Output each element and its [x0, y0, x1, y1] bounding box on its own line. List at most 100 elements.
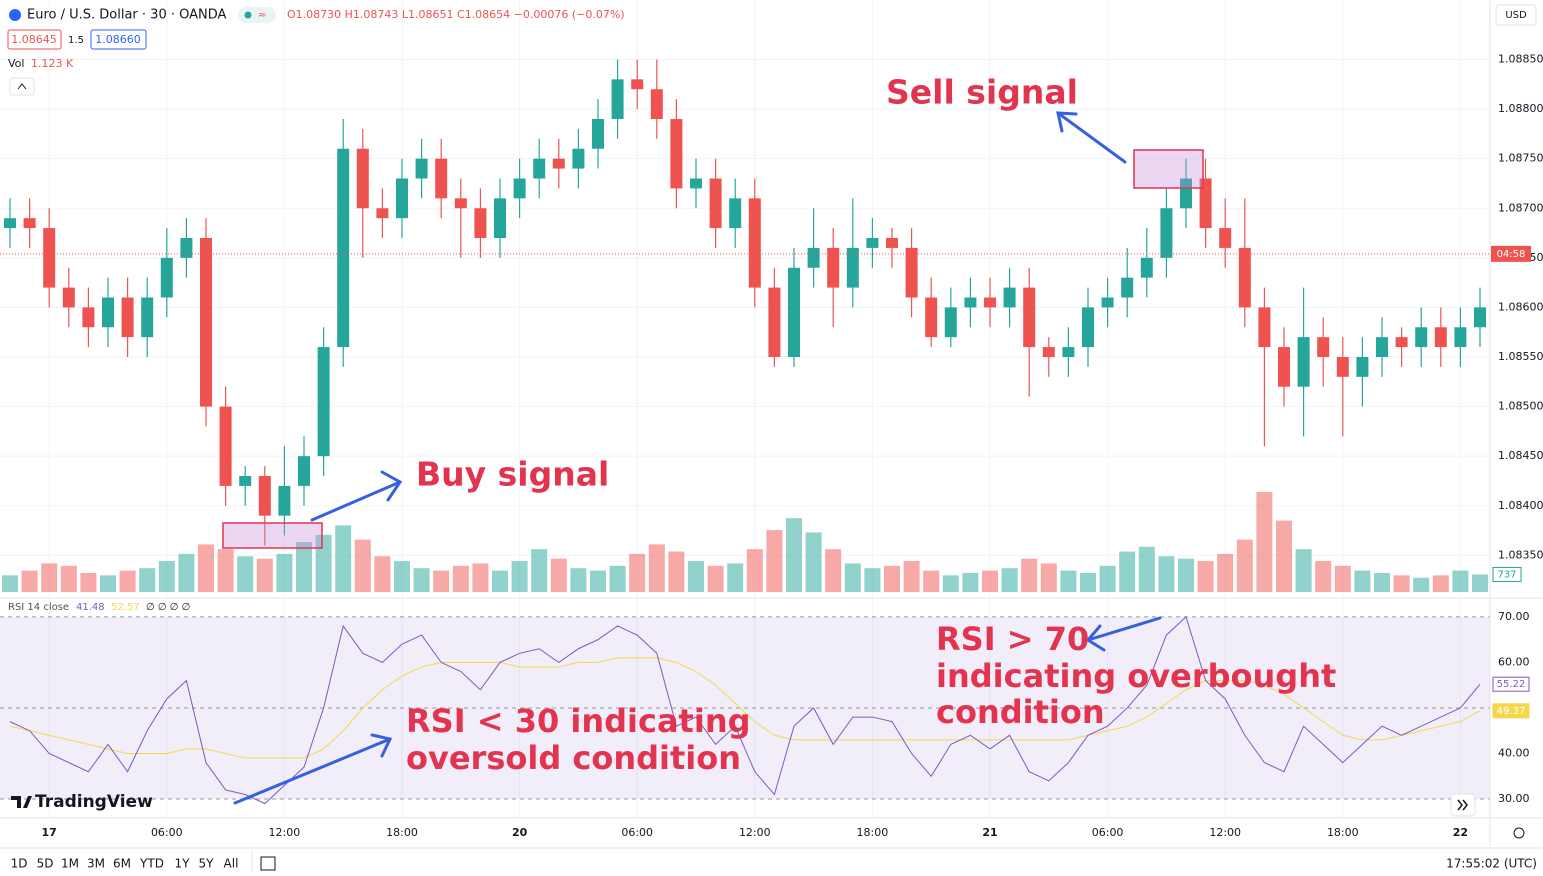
candle-body	[1434, 327, 1447, 348]
range-button[interactable]: 6M	[113, 857, 131, 871]
volume-bar	[786, 518, 802, 592]
candle-body	[82, 307, 95, 328]
x-tick-label: 12:00	[739, 826, 771, 839]
volume-bar	[198, 544, 214, 592]
volume-bar	[119, 570, 136, 592]
volume-bar	[864, 568, 881, 592]
candle-body	[219, 406, 232, 486]
y-tick-label: 1.08700	[1498, 201, 1543, 214]
clock: 17:55:02 (UTC)	[1446, 857, 1537, 871]
range-button[interactable]: 1Y	[175, 857, 191, 871]
spread: 1.5	[68, 35, 84, 46]
candle-body	[102, 297, 114, 328]
candle-body	[1140, 257, 1153, 278]
y-tick-label: 1.08550	[1498, 350, 1543, 363]
ask: 1.08660	[95, 33, 141, 46]
volume-bar	[158, 561, 175, 592]
candle-body	[846, 247, 859, 288]
candle-body	[298, 456, 310, 486]
candle-body	[533, 158, 546, 179]
x-tick-label: 18:00	[1327, 826, 1359, 839]
volume-bar	[1472, 574, 1488, 592]
candle-body	[121, 297, 134, 338]
collapse-button[interactable]	[9, 77, 35, 96]
scroll-button[interactable]	[1450, 793, 1476, 817]
vol-value: 1.123 K	[31, 57, 74, 70]
y-tick-label: 1.08850	[1498, 53, 1543, 66]
y-tick-label: 1.08800	[1498, 102, 1543, 115]
volume-last: 737	[1497, 569, 1516, 580]
volume-bar	[452, 565, 469, 592]
candle-body	[670, 119, 683, 189]
candle-body	[1454, 327, 1467, 348]
range-button[interactable]: 1D	[11, 857, 28, 871]
volume-bar	[413, 568, 430, 592]
x-tick-label: 06:00	[1092, 826, 1124, 839]
volume-bar	[746, 549, 763, 592]
axes: 1.08350 1.08400 1.08450 1.08500 1.08550 1.086…	[0, 53, 1543, 839]
ask-box[interactable]	[90, 29, 147, 50]
range-button[interactable]: 5Y	[199, 857, 215, 871]
overbought-annotation: RSI > 70	[936, 620, 1089, 658]
calendar-icon[interactable]	[260, 856, 276, 871]
sell-arrow	[1056, 111, 1127, 164]
candle-body	[4, 218, 16, 229]
rsi-tick-label: 60.00	[1498, 655, 1530, 668]
chevron	[17, 83, 27, 90]
range-button[interactable]: YTD	[139, 857, 164, 871]
candle-body	[278, 485, 291, 516]
volume	[2, 492, 1488, 592]
volume-bar	[1315, 561, 1332, 592]
rsi-pane: 30.00 40.00 60.00 70.00 55.22 49.37 RSI 14 clo…	[0, 602, 1530, 805]
candle-body	[435, 158, 448, 199]
range-button[interactable]: 1M	[61, 857, 79, 871]
candle-body	[1101, 297, 1114, 308]
volume-bar	[237, 556, 254, 592]
settings-icon[interactable]	[1513, 827, 1525, 839]
volume-bar	[296, 542, 312, 592]
volume-bar	[1080, 572, 1096, 592]
ohlc: O1.08730 H1.08743 L1.08651 C1.08654 −0.0…	[287, 8, 625, 21]
volume-bar	[315, 534, 332, 592]
x-tick-label: 06:00	[621, 826, 653, 839]
oversold-annotation: RSI < 30 indicating	[406, 702, 751, 740]
candle-body	[650, 89, 663, 119]
volume-bar	[217, 549, 234, 592]
range-button[interactable]: 3M	[87, 857, 105, 871]
volume-bar	[1295, 549, 1312, 592]
volume-bar	[1236, 539, 1253, 592]
buy-arrow	[310, 470, 403, 522]
scroll-icon	[1457, 799, 1468, 811]
candle-body	[396, 178, 408, 219]
volume-bar	[100, 575, 116, 592]
volume-bar	[962, 572, 979, 592]
candle-body	[62, 287, 75, 308]
volume-bar	[609, 565, 626, 592]
market-toggle[interactable]	[238, 7, 276, 23]
symbol[interactable]: Euro / U.S. Dollar · 30 · OANDA	[27, 8, 227, 23]
volume-bar	[21, 570, 38, 592]
candle-body	[1082, 307, 1094, 348]
x-tick-label: 18:00	[386, 826, 418, 839]
candle-body	[1180, 178, 1192, 209]
candle-body	[690, 178, 702, 189]
candle-body	[984, 297, 996, 308]
volume-bar	[1178, 558, 1194, 592]
volume-bar	[1393, 575, 1410, 592]
currency-button[interactable]	[1495, 4, 1537, 26]
logo[interactable]: TradingView	[35, 792, 153, 812]
x-tick-label: 12:00	[269, 826, 301, 839]
candle-body	[337, 148, 350, 348]
rsi-legend: RSI 14 close	[8, 602, 69, 613]
volume-bar	[1158, 556, 1175, 592]
candle-body	[631, 79, 644, 90]
volume-bar	[844, 563, 861, 592]
candle-body	[611, 79, 624, 119]
volume-bar	[766, 530, 783, 592]
range-button[interactable]: All	[224, 857, 239, 871]
volume-bar	[1413, 577, 1430, 592]
bid-box[interactable]	[7, 29, 62, 50]
range-button[interactable]: 5D	[37, 857, 54, 871]
x-tick-label: 20	[512, 826, 528, 839]
candle-body	[552, 158, 565, 169]
